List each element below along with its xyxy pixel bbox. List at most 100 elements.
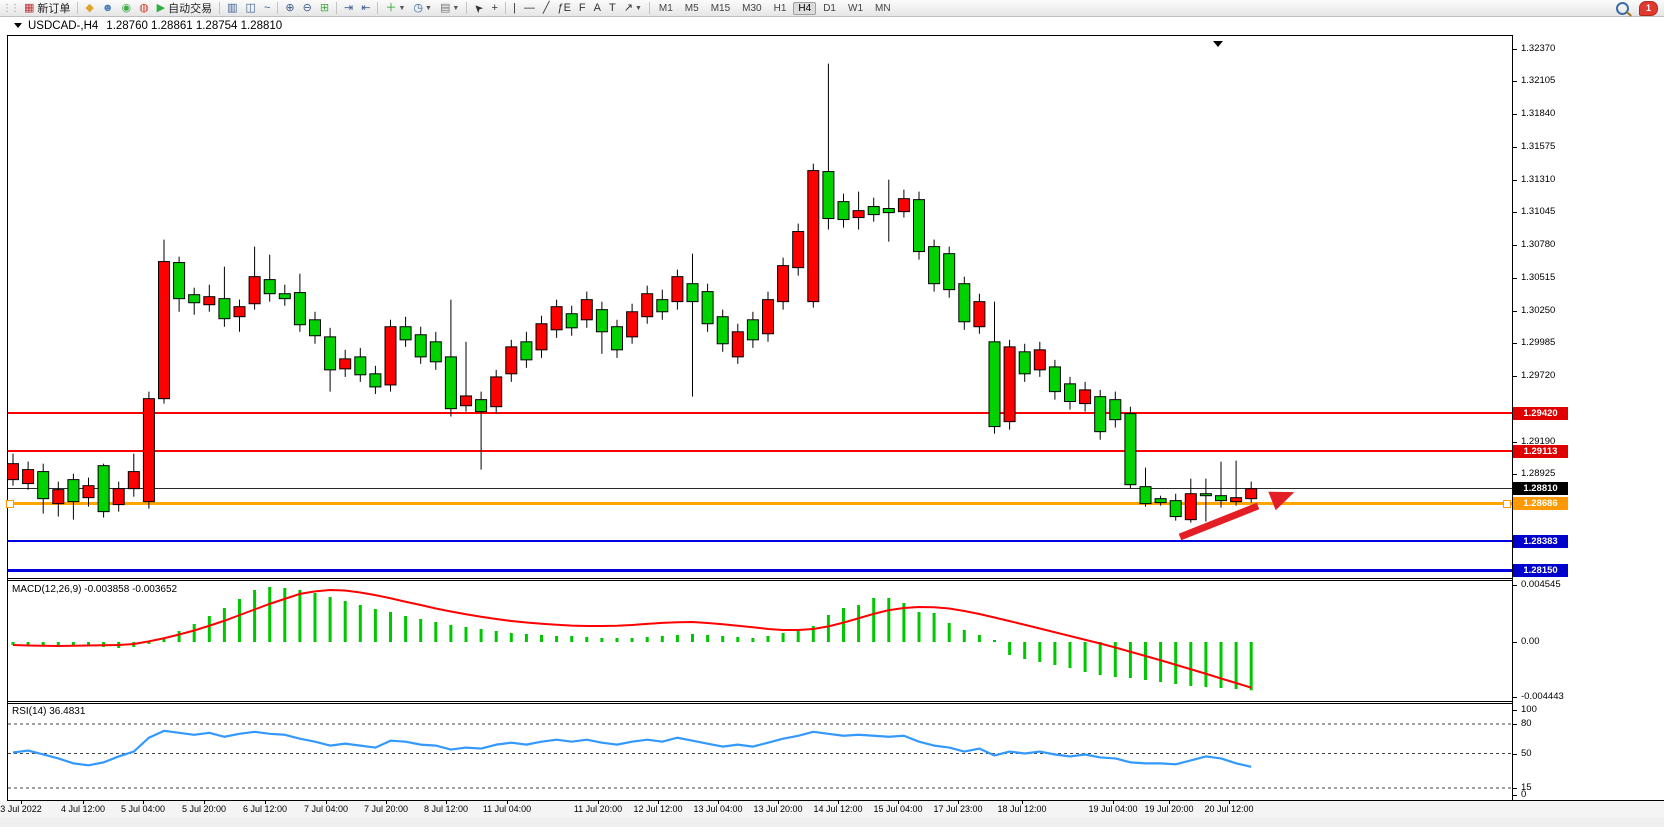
indicators-icon: ＋ [385, 2, 397, 14]
time-axis-label: 20 Jul 12:00 [1204, 804, 1254, 814]
zoom-in-button[interactable]: ⊕ [282, 1, 297, 15]
indicators-button[interactable]: ＋ ▼ [382, 1, 408, 15]
time-axis-label: 12 Jul 12:00 [633, 804, 683, 814]
candle-bear [1064, 383, 1076, 403]
candle-bear [475, 399, 488, 413]
text-button[interactable]: A [591, 1, 604, 15]
mql5-community-icon[interactable]: ◍ [136, 1, 152, 15]
tile-windows-button[interactable]: ⊞ [317, 1, 332, 15]
templates-button[interactable]: ▤ ▼ [437, 1, 462, 15]
profiles-icon[interactable]: ☻ [99, 1, 117, 15]
zoom-out-button[interactable]: ⊖ [300, 1, 315, 15]
time-axis-label: 4 Jul 12:00 [60, 804, 106, 814]
time-axis-label: 3 Jul 2022 [0, 804, 42, 814]
trendline-button[interactable]: ╱ [540, 1, 553, 15]
candle-bull [973, 301, 986, 328]
tile-windows-icon: ⊞ [319, 2, 330, 14]
price-axis-tick [1512, 474, 1517, 476]
rsi-axis-label: 0 [1521, 789, 1527, 800]
candle-bull [1245, 488, 1258, 500]
candle-bear [1109, 399, 1122, 421]
candle-bull [731, 331, 744, 358]
vertical-line-icon: | [512, 2, 516, 14]
chart-collapse-icon[interactable] [14, 23, 22, 28]
notifications-badge[interactable]: 1 [1639, 0, 1658, 16]
price-badge-1.29113: 1.29113 [1513, 444, 1568, 458]
price-axis-tick [1512, 245, 1517, 247]
candle-bear [218, 298, 231, 320]
crosshair-button[interactable]: + [489, 1, 501, 15]
auto-scroll-icon: ⇥ [344, 2, 354, 14]
line-chart-type-button[interactable]: ~ [261, 1, 273, 15]
horizontal-line-object-1.28686[interactable] [8, 502, 1512, 506]
price-axis-label: 1.29190 [1521, 435, 1556, 447]
timeframe-h4-button[interactable]: H4 [793, 1, 817, 15]
market-signals-icon[interactable]: ◉ [118, 1, 134, 15]
time-axis-label: 7 Jul 20:00 [363, 804, 409, 814]
dropdown-caret-icon[interactable]: ▼ [634, 4, 642, 12]
horizontal-line-object-1.28810[interactable] [8, 488, 1512, 490]
candle-bull [852, 210, 865, 219]
candle-bull [762, 299, 774, 335]
price-axis-label: 1.30515 [1521, 271, 1556, 283]
fibonacci-button[interactable]: ƒE [554, 1, 573, 15]
timeframe-d1-button[interactable]: D1 [823, 2, 836, 14]
time-axis-tick [83, 800, 84, 804]
price-axis-label: 1.32370 [1521, 42, 1556, 54]
arrows-button[interactable]: ↗ ▼ [621, 1, 645, 15]
timeframe-m30-button[interactable]: M30 [742, 2, 762, 14]
dropdown-caret-icon[interactable]: ▼ [398, 4, 406, 12]
timeframe-m1-button[interactable]: M1 [658, 2, 673, 14]
auto-scroll-button[interactable]: ⇥ [341, 1, 356, 15]
text-label-button[interactable]: T [606, 1, 619, 15]
horizontal-line-button[interactable]: — [521, 1, 538, 15]
time-axis-label: 15 Jul 04:00 [873, 804, 923, 814]
zoom-out-icon: ⊖ [302, 2, 312, 14]
arrow-object-line[interactable] [1178, 502, 1260, 541]
candle-bear [943, 253, 956, 291]
vertical-line-button[interactable]: | [510, 1, 519, 15]
timeframe-mn-button[interactable]: MN [875, 2, 891, 14]
toolbar-separator [648, 2, 650, 14]
candle-bull [807, 170, 820, 303]
candle-bear [369, 373, 382, 388]
chart-shift-button[interactable]: ⇤ [358, 1, 373, 15]
time-axis-tick [958, 800, 959, 804]
candlestick-chart-type-button[interactable]: ◫ [243, 1, 259, 15]
search-icon[interactable] [1616, 1, 1629, 15]
horizontal-line-object-1.28150[interactable] [8, 568, 1512, 572]
rsi-axis-tick [1512, 723, 1517, 725]
toolbar-separator [336, 2, 338, 14]
timeframe-h1-button[interactable]: H1 [773, 2, 787, 14]
bar-chart-type-button[interactable]: ▥ [224, 1, 240, 15]
candle-bear [309, 319, 321, 337]
timeframe-w1-button[interactable]: W1 [848, 2, 863, 14]
periods-button[interactable]: ◷ ▼ [410, 1, 435, 15]
candle-bull [1079, 389, 1092, 405]
timeframe-m15-button[interactable]: M15 [710, 2, 731, 14]
horizontal-line-object-1.28383[interactable] [8, 540, 1512, 543]
timeframe-m5-button[interactable]: M5 [684, 2, 699, 14]
candle-bear [928, 246, 941, 285]
text-icon: A [593, 2, 601, 14]
price-badge-1.28810: 1.28810 [1513, 482, 1568, 496]
horizontal-line-object-1.29420[interactable] [8, 412, 1512, 415]
cursor-button[interactable]: ➤ [471, 0, 486, 15]
candle-bear [882, 208, 895, 214]
horizontal-line-icon: — [523, 2, 535, 14]
line-drag-handle[interactable] [6, 499, 14, 508]
macd-axis-label: 0.00 [1521, 636, 1540, 647]
horizontal-line-object-1.29113[interactable] [8, 450, 1512, 453]
price-axis-label: 1.31840 [1521, 108, 1556, 120]
line-drag-handle[interactable] [1503, 499, 1511, 508]
dropdown-caret-icon[interactable]: ▼ [425, 4, 432, 12]
arrow-object-head[interactable] [1268, 483, 1298, 511]
history-center-icon[interactable]: ◆ [82, 1, 96, 15]
time-axis[interactable]: 3 Jul 2022 4 Jul 12:00 5 Jul 04:00 5 Jul 20… [0, 800, 1664, 818]
toolbar-separator [77, 2, 79, 14]
new-order-button[interactable]: ▦ 新订单 [21, 1, 73, 15]
dropdown-caret-icon[interactable]: ▼ [452, 4, 460, 12]
autotrading-button[interactable]: ▶ 自动交易 [154, 1, 215, 15]
fibo-expansion-button[interactable]: F [576, 1, 589, 15]
time-axis-label: 18 Jul 12:00 [997, 804, 1047, 814]
